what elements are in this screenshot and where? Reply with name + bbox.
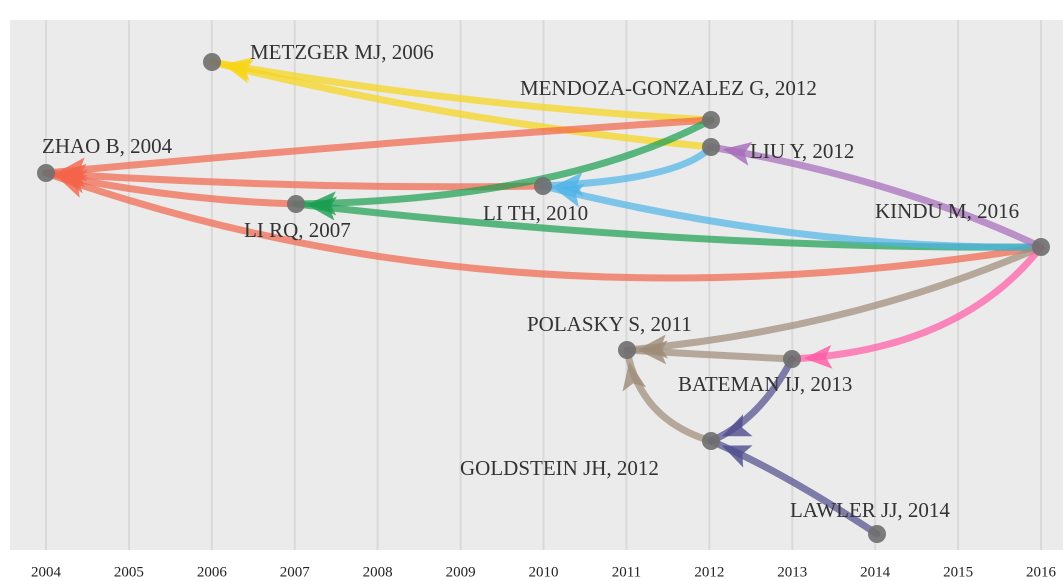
paper-label: METZGER MJ, 2006 bbox=[250, 40, 434, 64]
citation-edge bbox=[208, 57, 715, 124]
paper-label: KINDU M, 2016 bbox=[875, 199, 1019, 223]
paper-node bbox=[37, 164, 55, 182]
paper-node bbox=[1032, 238, 1050, 256]
x-tick-label: 2008 bbox=[363, 564, 393, 580]
paper-node bbox=[702, 111, 720, 129]
x-tick-label: 2004 bbox=[31, 564, 62, 580]
paper-label: LI TH, 2010 bbox=[483, 201, 588, 225]
citation-edge bbox=[208, 58, 715, 151]
x-tick-label: 2014 bbox=[860, 564, 891, 580]
paper-node bbox=[203, 53, 221, 71]
citation-edge bbox=[42, 116, 715, 182]
x-tick-label: 2010 bbox=[529, 564, 559, 580]
citation-edge bbox=[42, 163, 547, 191]
citation-edge bbox=[788, 243, 1045, 369]
citation-edge bbox=[623, 243, 1045, 359]
paper-label: LIU Y, 2012 bbox=[750, 139, 854, 163]
paper-node bbox=[287, 195, 305, 213]
paper-node bbox=[702, 432, 720, 450]
paper-label: ZHAO B, 2004 bbox=[42, 134, 173, 158]
paper-label: GOLDSTEIN JH, 2012 bbox=[460, 456, 659, 480]
citation-edge bbox=[539, 182, 1045, 251]
paper-label: LI RQ, 2007 bbox=[244, 218, 351, 242]
paper-label: POLASKY S, 2011 bbox=[527, 312, 692, 336]
x-tick-label: 2012 bbox=[694, 564, 724, 580]
x-tick-label: 2013 bbox=[777, 564, 807, 580]
x-tick-label: 2005 bbox=[114, 564, 144, 580]
paper-node bbox=[534, 177, 552, 195]
x-tick-label: 2016 bbox=[1026, 564, 1057, 580]
citation-edge bbox=[707, 437, 881, 538]
paper-label: MENDOZA-GONZALEZ G, 2012 bbox=[520, 76, 817, 100]
paper-node bbox=[702, 138, 720, 156]
x-tick-label: 2007 bbox=[280, 564, 311, 580]
citation-edge bbox=[42, 169, 1045, 282]
x-tick-label: 2009 bbox=[446, 564, 476, 580]
x-tick-label: 2015 bbox=[943, 564, 973, 580]
paper-node bbox=[618, 341, 636, 359]
x-tick-label: 2011 bbox=[612, 564, 641, 580]
citation-edge bbox=[707, 142, 1045, 251]
citation-edge bbox=[622, 346, 715, 445]
x-tick-label: 2006 bbox=[197, 564, 228, 580]
paper-node bbox=[783, 350, 801, 368]
citation-edge bbox=[707, 355, 796, 445]
citation-edge bbox=[623, 340, 796, 365]
paper-label: LAWLER JJ, 2014 bbox=[790, 498, 950, 522]
paper-label: BATEMAN IJ, 2013 bbox=[678, 372, 852, 396]
citation-edge bbox=[292, 116, 715, 216]
paper-node bbox=[868, 525, 886, 543]
